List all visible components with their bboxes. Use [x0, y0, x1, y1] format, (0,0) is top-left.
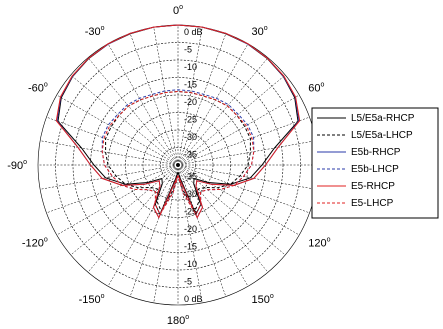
grid-spoke	[56, 164, 179, 236]
grid-spoke	[129, 164, 179, 297]
grid-spoke	[177, 140, 316, 166]
grid-spoke	[129, 33, 179, 166]
grid-spoke	[177, 43, 249, 166]
grid-spoke	[70, 74, 179, 166]
angle-label: -60o	[28, 82, 48, 95]
grid-spoke	[177, 164, 227, 297]
grid-spoke	[177, 164, 249, 287]
series-line	[57, 24, 299, 216]
legend-box	[311, 107, 439, 219]
angle-label: -150o	[79, 293, 105, 306]
radial-tick-label: -30	[184, 189, 197, 199]
legend-label: E5b-LHCP	[351, 164, 399, 175]
grid-spoke	[40, 140, 179, 166]
angle-label: 180o	[167, 314, 189, 327]
grid-spoke	[177, 164, 203, 303]
grid-spoke	[87, 57, 179, 166]
grid-spoke	[153, 164, 179, 303]
grid-spoke	[177, 74, 286, 166]
radial-tick-label: -25	[184, 115, 197, 125]
radial-tick-label: -15	[184, 242, 197, 252]
radial-tick-label: -35	[184, 172, 197, 182]
grid-spoke	[107, 164, 179, 287]
angle-label: 60o	[308, 82, 324, 95]
grid-spoke	[177, 164, 316, 190]
grid-spoke	[177, 164, 300, 236]
grid-spoke	[177, 33, 227, 166]
radial-tick-label: -20	[184, 224, 197, 234]
grid-spoke	[177, 164, 269, 273]
grid-spoke	[153, 27, 179, 166]
radial-tick-label: -5	[184, 45, 192, 55]
legend-label: E5-LHCP	[351, 198, 394, 209]
angle-label: 120o	[308, 237, 330, 250]
radial-tick-label: -10	[184, 62, 197, 72]
radial-tick-label: -15	[184, 80, 197, 90]
axis-labels: 0 dB -5 -10 -15 -20 -25 -30 -35 -35 -30 -25 -20 -15 -…	[7, 4, 330, 327]
legend: L5/E5a-RHCP L5/E5a-LHCP E5b-RHCP E5b-LHCP E5…	[311, 107, 439, 219]
radial-tick-label: -35	[184, 150, 197, 160]
radial-tick-label: -20	[184, 97, 197, 107]
angle-label: -90o	[7, 159, 27, 172]
series-line	[55, 24, 301, 219]
series-line	[105, 90, 251, 213]
angle-label: 30o	[252, 25, 268, 38]
angle-label: 0o	[173, 4, 183, 17]
grid-spoke	[46, 116, 179, 166]
grid-spoke	[177, 116, 310, 166]
grid-spoke	[177, 27, 203, 166]
grid-spoke	[177, 57, 269, 166]
grid-spoke	[56, 94, 179, 166]
radial-tick-label: 0 dB	[184, 294, 203, 304]
radial-tick-label: -25	[184, 207, 197, 217]
angle-label: 150o	[252, 293, 274, 306]
series-layer	[55, 24, 301, 219]
grid-spoke	[70, 164, 179, 256]
legend-label: L5/E5a-LHCP	[351, 130, 413, 141]
legend-label: E5-RHCP	[351, 181, 395, 192]
angle-label: -30o	[85, 25, 105, 38]
grid-spoke	[177, 164, 286, 256]
grid-spoke	[177, 164, 310, 214]
radial-tick-label: -10	[184, 259, 197, 269]
grid-spoke	[177, 94, 300, 166]
grid-spoke	[87, 164, 179, 273]
grid-spoke	[40, 164, 179, 190]
legend-label: L5/E5a-RHCP	[351, 113, 415, 124]
angle-label: -120o	[22, 237, 48, 250]
radial-tick-label: 0 dB	[184, 27, 203, 37]
series-line	[101, 90, 255, 216]
grid-spoke	[46, 164, 179, 214]
radial-tick-label: -5	[184, 277, 192, 287]
grid-spoke	[107, 43, 179, 166]
legend-label: E5b-RHCP	[351, 147, 401, 158]
radial-tick-label: -30	[184, 132, 197, 142]
